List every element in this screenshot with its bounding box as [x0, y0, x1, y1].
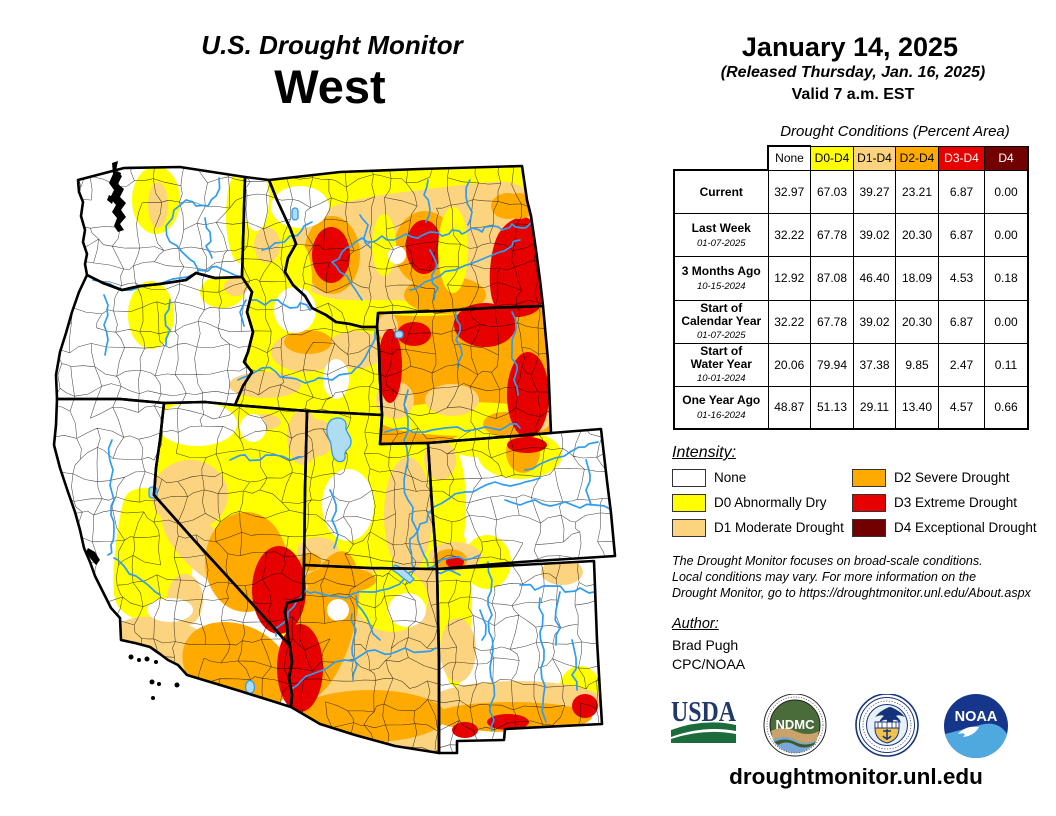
svg-text:NOAA: NOAA: [955, 709, 998, 725]
svg-text:USDA: USDA: [671, 696, 736, 728]
svg-text:NDMC: NDMC: [776, 717, 816, 732]
